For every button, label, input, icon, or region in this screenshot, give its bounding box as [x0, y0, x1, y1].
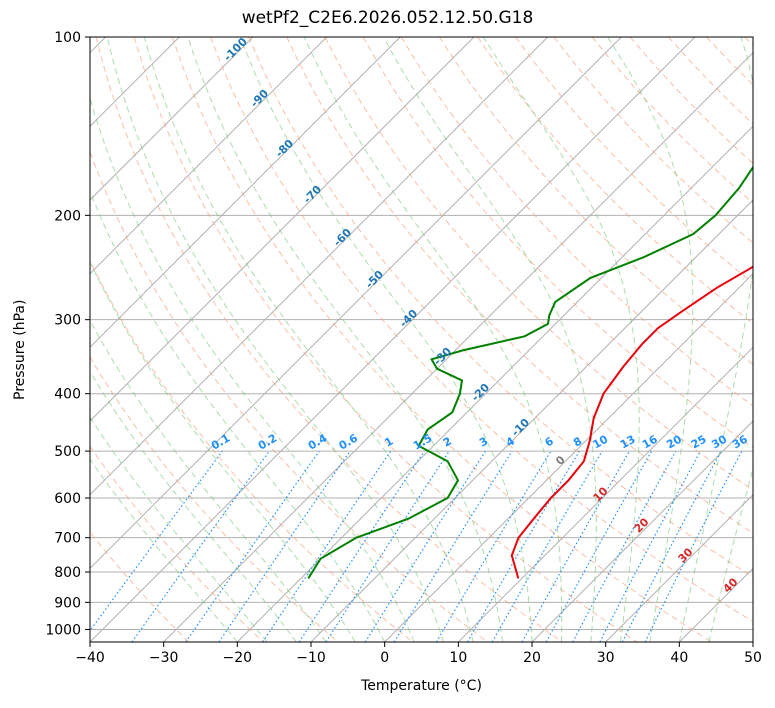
mixing-ratio-line — [218, 450, 351, 642]
x-tick-label: −30 — [149, 650, 179, 666]
dry-adiabat-line — [90, 445, 264, 642]
dry-adiabat-line — [477, 37, 753, 325]
moist-adiabat-line — [90, 416, 268, 642]
isotherm-line — [90, 37, 475, 422]
moist-adiabat-line — [303, 37, 563, 642]
dry-adiabat-line — [286, 37, 753, 534]
moist-adiabat-line — [607, 37, 694, 642]
x-axis-label: Temperature (°C) — [361, 678, 482, 694]
dry-adiabat-line — [248, 37, 753, 578]
plot-background — [90, 37, 753, 642]
isotherm-line — [531, 420, 753, 642]
moist-adiabat-line — [383, 37, 597, 642]
moist-adiabat-line — [239, 37, 533, 642]
moist-adiabat-line — [482, 37, 640, 642]
dry-adiabat-line — [171, 37, 712, 642]
moist-adiabat-line — [143, 37, 474, 642]
y-tick-label: 100 — [54, 30, 81, 46]
mixing-ratio-line — [185, 450, 320, 642]
mixing-ratio-line — [545, 450, 653, 642]
dry-adiabat-line — [90, 150, 488, 642]
mixing-ratio-line — [325, 450, 450, 642]
isotherm-line — [90, 37, 696, 642]
moist-adiabat-line — [678, 37, 753, 642]
x-tick-label: 0 — [380, 650, 389, 666]
dry-adiabat-line — [90, 259, 414, 642]
isotherm-line — [752, 641, 753, 642]
dry-adiabat-line — [210, 37, 753, 623]
y-tick-label: 800 — [54, 565, 81, 581]
y-tick-label: 200 — [54, 208, 81, 224]
dry-adiabat-line — [438, 37, 753, 366]
isotherm-line — [90, 37, 401, 349]
x-tick-label: 10 — [449, 650, 467, 666]
y-tick-label: 700 — [54, 531, 81, 547]
x-tick-label: 30 — [597, 650, 615, 666]
isotherm-line — [90, 37, 328, 275]
moist-adiabat-line — [708, 466, 753, 642]
temperature-profile — [510, 265, 753, 579]
y-axis-label: Pressure (hPa) — [12, 299, 28, 400]
mixing-ratio-line — [572, 450, 677, 642]
plot-frame — [89, 36, 754, 643]
dry-adiabat-line — [90, 356, 339, 642]
dewpoint-profile — [307, 165, 753, 579]
mixing-ratio-line — [521, 450, 631, 642]
isotherm-line — [90, 37, 622, 570]
x-tick-label: −40 — [75, 650, 105, 666]
isotherm-line — [163, 51, 753, 642]
mixing-ratio-line — [393, 450, 513, 642]
moist-adiabat-line — [90, 189, 386, 642]
y-tick-label: 300 — [54, 313, 81, 329]
isotherm-line — [90, 37, 254, 201]
moist-adiabat-line — [90, 458, 238, 642]
isotherm-line — [384, 272, 753, 642]
x-tick-label: 50 — [744, 650, 762, 666]
mixing-ratio-line — [262, 450, 392, 642]
chart-title: wetPf2_C2E6.2026.052.12.50.G18 — [241, 8, 534, 28]
x-tick-label: 40 — [670, 650, 688, 666]
moist-adiabat-line — [106, 37, 445, 642]
isotherm-line — [90, 37, 549, 496]
mixing-ratio-line — [131, 450, 270, 642]
moist-adiabat-line — [90, 260, 356, 642]
dry-adiabat-line — [133, 37, 638, 642]
y-tick-label: 900 — [54, 595, 81, 611]
mixing-ratio-line — [644, 450, 743, 642]
isotherm-line — [605, 493, 753, 642]
moist-adiabat-line — [90, 319, 327, 642]
y-tick-label: 500 — [54, 444, 81, 460]
dry-adiabat-line — [95, 37, 563, 642]
x-tick-label: −10 — [296, 650, 326, 666]
y-tick-label: 600 — [54, 491, 81, 507]
y-tick-label: 400 — [54, 387, 81, 403]
isotherm-line — [236, 125, 753, 642]
x-tick-label: 20 — [523, 650, 541, 666]
moist-adiabat-line — [90, 370, 297, 642]
mixing-ratio-line — [90, 450, 223, 632]
x-tick-label: −20 — [223, 650, 253, 666]
plot-area: 0.1 0.2 0.4 0.6 1 1.5 2 3 4 6 8 10 13 16 20 25 30 36-100-… — [90, 37, 753, 642]
mixing-ratio-line — [298, 450, 425, 642]
moist-adiabat-line — [90, 96, 415, 642]
moist-adiabat-line — [187, 37, 503, 642]
y-tick-label: 1000 — [45, 622, 81, 638]
